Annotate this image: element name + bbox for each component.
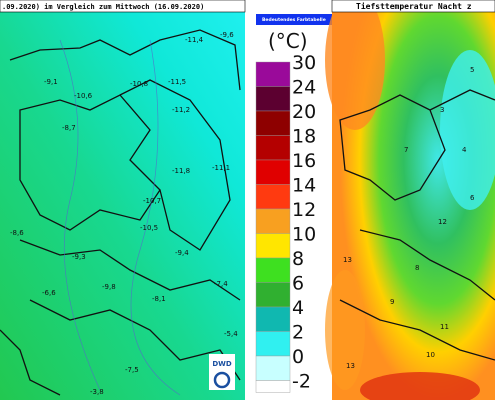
logo-icon: [213, 371, 231, 389]
map-value: -10,8: [130, 80, 148, 88]
map-value: -11,8: [172, 167, 190, 175]
legend-swatch: [255, 110, 291, 136]
right-title: Tiefsttemperatur Nacht z: [356, 1, 472, 11]
legend-label: 2: [292, 322, 304, 344]
map-value: -3,8: [90, 388, 104, 396]
legend-label: 6: [292, 273, 304, 295]
map-value: -9,6: [220, 31, 234, 39]
legend-label: 16: [292, 150, 316, 172]
legend-swatch: [255, 331, 291, 357]
legend-swatch: [255, 135, 291, 161]
legend-swatch: [255, 233, 291, 259]
map-value: 6: [470, 194, 475, 202]
map-value: -8,6: [10, 229, 24, 237]
map-value: 13: [343, 256, 352, 264]
logo-text: DWD: [212, 360, 232, 368]
borders: [0, 29, 241, 396]
map-background: [0, 0, 245, 400]
legend-label: 10: [292, 224, 316, 246]
left-title: .09.2020) im Vergleich zum Mittwoch (16.…: [2, 3, 204, 11]
legend-swatch: [255, 282, 291, 308]
map-value: -9,8: [102, 283, 116, 291]
legend-label: 24: [292, 77, 316, 99]
map-value: 13: [346, 362, 355, 370]
map-value: -10,5: [140, 224, 158, 232]
map-value: 11: [440, 323, 449, 331]
map-value: 12: [438, 218, 447, 226]
legend-swatch: [255, 159, 291, 185]
legend-swatch: [255, 86, 291, 112]
map-value: -10,6: [74, 92, 93, 100]
map-value: -9,1: [44, 78, 58, 86]
map-value: -6,6: [42, 289, 56, 297]
legend: Bedeutendes Farbtabelle (°C) 30242018161…: [246, 0, 332, 400]
map-value: -11,2: [172, 106, 190, 114]
map-value: 7: [404, 146, 408, 154]
map-value: -5,4: [224, 330, 238, 338]
legend-header: Bedeutendes Farbtabelle: [262, 17, 326, 23]
legend-swatch: [255, 61, 291, 87]
legend-header-box: [256, 14, 332, 25]
map-value: 5: [470, 66, 474, 74]
map-value: -7,4: [214, 280, 228, 288]
legend-swatch: [255, 306, 291, 332]
left-map: DWD .09.2020) im Vergleich zum Mittwoch …: [0, 0, 246, 400]
legend-swatch: [255, 380, 291, 393]
map-value: 8: [415, 264, 419, 272]
title-bar: [0, 0, 246, 13]
legend-swatch: [255, 257, 291, 283]
legend-swatch: [255, 355, 291, 381]
legend-label: 30: [292, 52, 316, 74]
legend-label: -2: [292, 371, 311, 393]
right-map: Tiefsttemperatur Nacht z: [325, 0, 495, 400]
map-value: -11,1: [212, 164, 230, 172]
map-value: -10,7: [143, 197, 161, 205]
map-value: -9,4: [175, 249, 189, 257]
rivers: [59, 39, 181, 396]
map-value: 9: [390, 298, 394, 306]
title-bar: [331, 0, 495, 13]
legend-swatch: [255, 208, 291, 234]
map-value: -9,3: [72, 253, 86, 261]
map-value: 4: [462, 146, 467, 154]
legend-label: 12: [292, 199, 316, 221]
legend-label: 14: [292, 175, 316, 197]
legend-swatch: [255, 184, 291, 210]
map-value: 3: [440, 106, 444, 114]
map-value: -8,7: [62, 124, 76, 132]
legend-label: 8: [292, 248, 304, 270]
map-value: -11,5: [168, 78, 186, 86]
map-value: 10: [426, 351, 435, 359]
map-value: -11,4: [185, 36, 204, 44]
legend-unit: (°C): [268, 29, 308, 53]
map-value: -7,5: [125, 366, 139, 374]
legend-label: 18: [292, 126, 316, 148]
map-value: -8,1: [152, 295, 166, 303]
legend-label: 20: [292, 101, 316, 123]
legend-label: 0: [292, 346, 304, 368]
legend-label: 4: [292, 297, 304, 319]
borders: [339, 89, 495, 361]
